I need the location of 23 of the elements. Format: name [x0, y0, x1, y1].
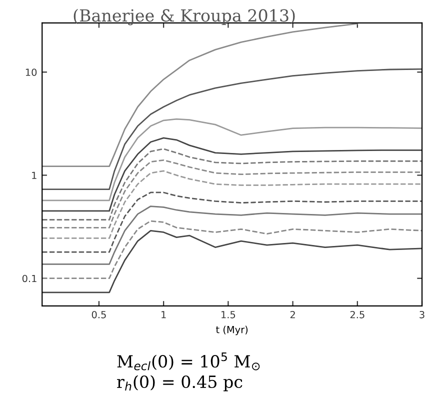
y-tick-label: 0.1 — [22, 274, 36, 282]
line-series — [42, 230, 422, 294]
x-tick-label: 0.5 — [92, 310, 106, 318]
x-tick-label: 2 — [290, 310, 295, 318]
y-tick-label: 10 — [26, 68, 37, 76]
x-tick-label: 3 — [420, 310, 424, 318]
text: r$_{h}$(0) = 0.45 pc — [117, 375, 242, 392]
x-tick-label: 2.5 — [350, 310, 364, 318]
line-series — [42, 170, 422, 239]
line-series — [42, 68, 422, 190]
y-tick-label: 1 — [32, 172, 36, 179]
line-series — [42, 137, 422, 212]
x-tick-label: 1.5 — [222, 311, 236, 318]
x-tick-label: 1 — [162, 311, 166, 318]
line-series — [42, 192, 422, 253]
line-series — [42, 159, 422, 228]
text: M$_{ecl}$(0) = 10$^{5}$ M$_{⊙}$ — [117, 352, 260, 370]
chart-title: (Banerjee & Kroupa 2013) — [74, 8, 295, 26]
line-series — [42, 220, 422, 280]
line-series — [42, 206, 422, 265]
x-axis-title: t (Myr) — [216, 326, 248, 336]
line-series — [42, 148, 422, 220]
line-series — [42, 118, 422, 202]
